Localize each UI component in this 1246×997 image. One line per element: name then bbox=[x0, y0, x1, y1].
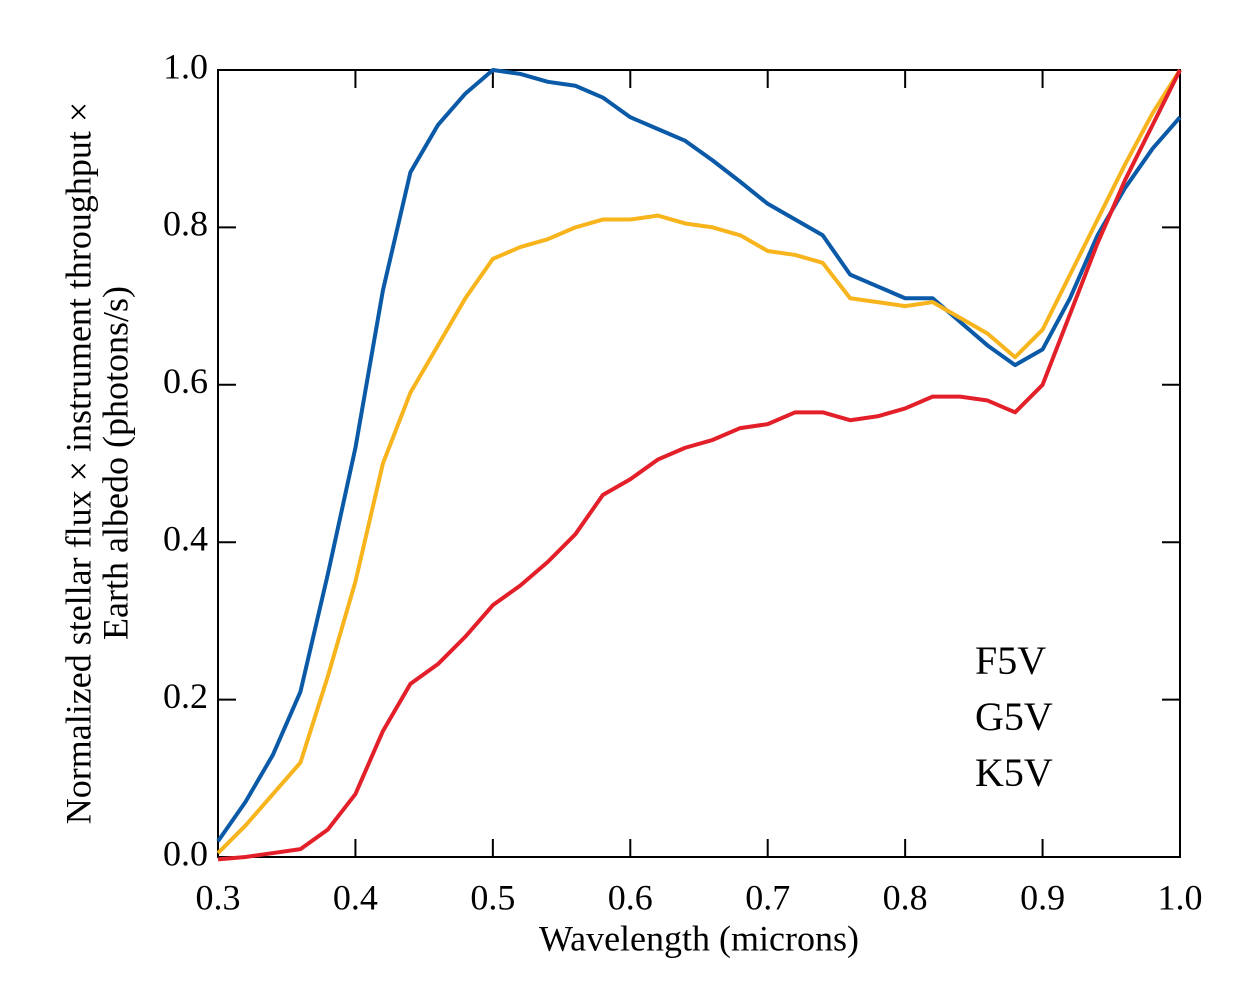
x-tick-label: 0.7 bbox=[745, 877, 790, 917]
x-tick-label: 1.0 bbox=[1158, 877, 1203, 917]
legend-label: F5V bbox=[975, 638, 1046, 683]
x-tick-label: 0.8 bbox=[883, 877, 928, 917]
x-tick-label: 0.6 bbox=[608, 877, 653, 917]
legend-label: G5V bbox=[975, 694, 1053, 739]
y-tick-label: 0.0 bbox=[163, 833, 208, 873]
x-tick-label: 0.4 bbox=[333, 877, 378, 917]
y-tick-label: 0.4 bbox=[163, 518, 208, 558]
series-line bbox=[217, 69, 1182, 862]
y-tick-label: 0.2 bbox=[163, 676, 208, 716]
series-line bbox=[216, 68, 1182, 843]
x-tick-label: 0.9 bbox=[1020, 877, 1065, 917]
plot-frame bbox=[217, 69, 1181, 858]
y-tick-label: 0.6 bbox=[163, 361, 208, 401]
series-line bbox=[216, 68, 1182, 855]
y-tick-label: 1.0 bbox=[163, 46, 208, 86]
x-tick-label: 0.3 bbox=[196, 877, 241, 917]
y-tick-label: 0.8 bbox=[163, 204, 208, 244]
y-axis-label: Normalized stellar flux × instrument thr… bbox=[58, 102, 98, 824]
legend-label: K5V bbox=[975, 750, 1053, 795]
x-axis-label: Wavelength (microns) bbox=[539, 918, 859, 958]
x-tick-label: 0.5 bbox=[470, 877, 515, 917]
y-axis-label: Earth albedo (photons/s) bbox=[95, 286, 135, 640]
